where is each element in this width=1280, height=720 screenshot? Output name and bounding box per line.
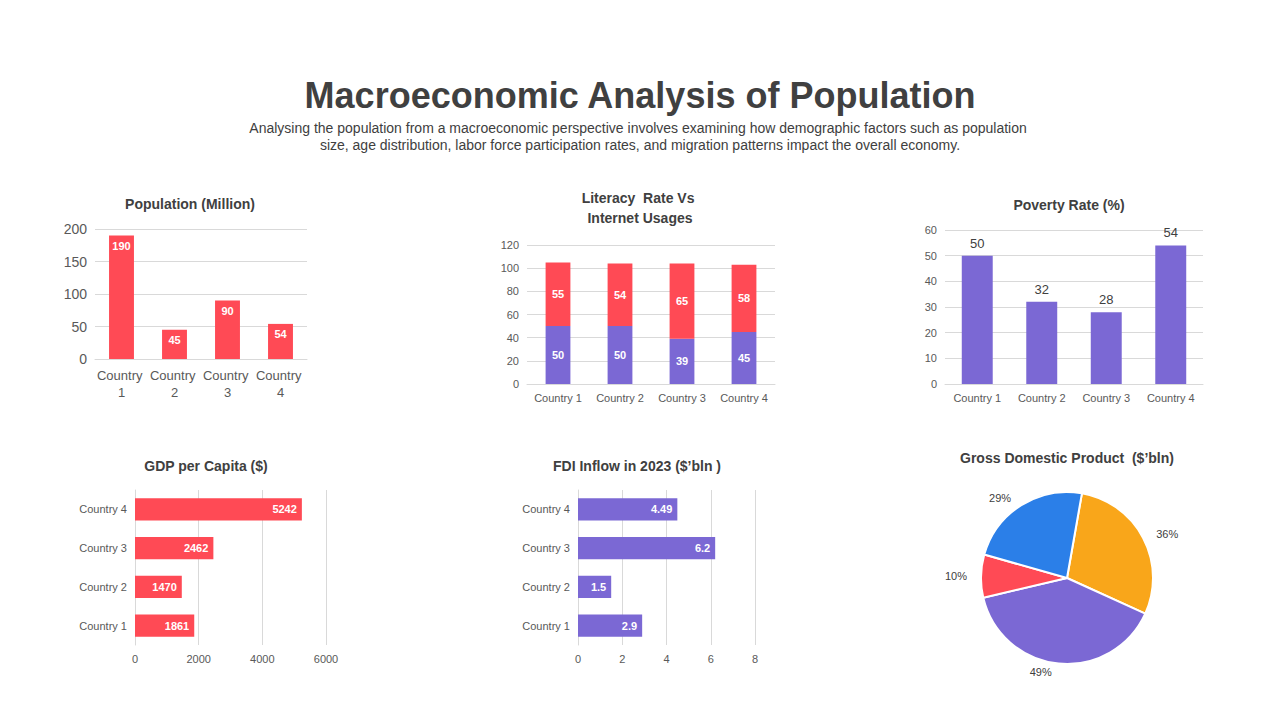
svg-text:58: 58 (738, 292, 750, 304)
svg-text:4: 4 (277, 385, 284, 400)
svg-text:36%: 36% (1156, 528, 1178, 540)
svg-text:Country 2: Country 2 (596, 392, 644, 404)
svg-text:Country 1: Country 1 (79, 620, 127, 632)
svg-text:Country 3: Country 3 (79, 542, 127, 554)
svg-text:Macroeconomic Analysis of Popu: Macroeconomic Analysis of Population (305, 75, 976, 116)
svg-text:1861: 1861 (165, 620, 189, 632)
svg-text:Population (Million): Population (Million) (125, 196, 255, 212)
svg-text:200: 200 (64, 221, 88, 237)
svg-text:32: 32 (1035, 282, 1049, 297)
svg-text:55: 55 (552, 288, 564, 300)
svg-text:20: 20 (925, 327, 937, 339)
svg-text:GDP per Capita ($): GDP per Capita ($) (144, 458, 267, 474)
svg-text:Country 4: Country 4 (720, 392, 768, 404)
svg-text:4000: 4000 (250, 653, 274, 665)
svg-text:30: 30 (925, 301, 937, 313)
svg-text:Analysing the population from: Analysing the population from a macroeco… (249, 120, 1030, 136)
svg-text:0: 0 (575, 653, 581, 665)
svg-text:40: 40 (507, 332, 519, 344)
svg-text:8: 8 (752, 653, 758, 665)
svg-text:49%: 49% (1030, 666, 1052, 678)
svg-text:100: 100 (64, 286, 88, 302)
svg-text:Literacy Rate Vs: Literacy Rate Vs (582, 190, 699, 206)
svg-text:60: 60 (507, 309, 519, 321)
svg-text:2000: 2000 (186, 653, 210, 665)
svg-text:120: 120 (501, 239, 519, 251)
svg-text:Country 2: Country 2 (79, 581, 127, 593)
svg-text:2: 2 (171, 385, 178, 400)
svg-text:Country 1: Country 1 (522, 620, 570, 632)
svg-text:Country 3: Country 3 (658, 392, 706, 404)
svg-text:29%: 29% (989, 492, 1011, 504)
svg-text:Country 2: Country 2 (522, 581, 570, 593)
svg-text:54: 54 (1164, 225, 1178, 240)
svg-text:Country 4: Country 4 (1147, 392, 1195, 404)
svg-text:3: 3 (224, 385, 231, 400)
svg-text:Country 3: Country 3 (522, 542, 570, 554)
svg-text:Country 4: Country 4 (79, 503, 127, 515)
svg-text:50: 50 (970, 236, 984, 251)
svg-text:Country: Country (203, 368, 252, 383)
svg-text:5242: 5242 (272, 503, 296, 515)
svg-text:0: 0 (132, 653, 138, 665)
svg-text:0: 0 (79, 351, 87, 367)
svg-text:6.2: 6.2 (695, 542, 710, 554)
svg-text:0: 0 (931, 378, 937, 390)
svg-text:Country: Country (256, 368, 305, 383)
svg-text:54: 54 (274, 328, 287, 340)
svg-text:6: 6 (708, 653, 714, 665)
svg-text:10%: 10% (945, 570, 967, 582)
svg-text:50: 50 (614, 349, 626, 361)
svg-text:45: 45 (168, 334, 180, 346)
svg-text:50: 50 (552, 349, 564, 361)
svg-text:65: 65 (676, 295, 688, 307)
svg-text:1: 1 (118, 385, 125, 400)
svg-text:4.49: 4.49 (651, 503, 672, 515)
svg-text:60: 60 (925, 224, 937, 236)
svg-text:54: 54 (614, 289, 627, 301)
svg-text:1470: 1470 (152, 581, 176, 593)
svg-text:2462: 2462 (184, 542, 208, 554)
svg-text:Country 1: Country 1 (953, 392, 1001, 404)
svg-text:FDI Inflow in 2023 ($’bln ): FDI Inflow in 2023 ($’bln ) (553, 458, 721, 474)
svg-text:80: 80 (507, 285, 519, 297)
svg-text:150: 150 (64, 254, 88, 270)
svg-text:50: 50 (925, 250, 937, 262)
svg-text:1.5: 1.5 (591, 581, 606, 593)
svg-text:2: 2 (619, 653, 625, 665)
svg-text:Country: Country (150, 368, 199, 383)
svg-text:Country: Country (97, 368, 146, 383)
svg-text:190: 190 (112, 240, 130, 252)
svg-text:100: 100 (501, 262, 519, 274)
svg-text:Country 3: Country 3 (1082, 392, 1130, 404)
svg-text:39: 39 (676, 355, 688, 367)
svg-text:20: 20 (507, 355, 519, 367)
svg-text:90: 90 (221, 305, 233, 317)
svg-text:6000: 6000 (314, 653, 338, 665)
svg-text:0: 0 (513, 378, 519, 390)
svg-text:2.9: 2.9 (622, 620, 637, 632)
svg-text:Country 4: Country 4 (522, 503, 570, 515)
svg-text:45: 45 (738, 352, 750, 364)
svg-text:Internet Usages: Internet Usages (587, 210, 692, 226)
svg-text:Country 2: Country 2 (1018, 392, 1066, 404)
svg-text:4: 4 (663, 653, 669, 665)
svg-text:40: 40 (925, 275, 937, 287)
svg-text:Country 1: Country 1 (534, 392, 582, 404)
svg-text:Gross Domestic Product ($’bln: Gross Domestic Product ($’bln) (960, 450, 1174, 466)
svg-text:10: 10 (925, 352, 937, 364)
svg-text:Poverty Rate (%): Poverty Rate (%) (1013, 197, 1124, 213)
svg-text:size, age distribution, labor: size, age distribution, labor force part… (320, 137, 960, 153)
svg-text:28: 28 (1099, 292, 1113, 307)
svg-text:50: 50 (71, 319, 87, 335)
